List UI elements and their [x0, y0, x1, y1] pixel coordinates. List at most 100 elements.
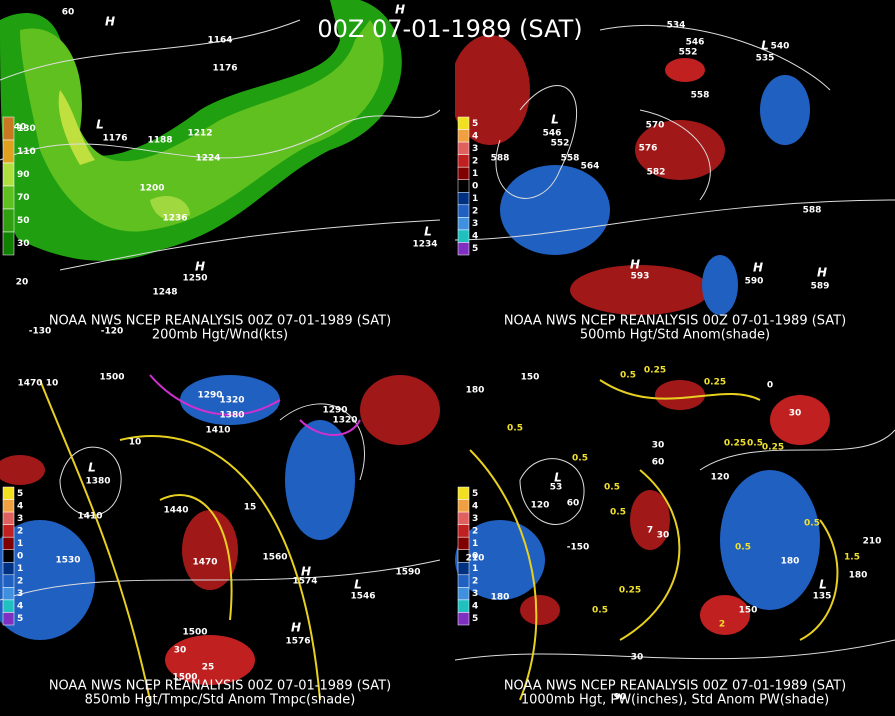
caption: NOAA NWS NCEP REANALYSIS 00Z 07-01-1989 … — [49, 679, 391, 694]
colorbar-swatch — [457, 242, 470, 256]
map-label: 0.5 — [747, 439, 763, 449]
map-label: 564 — [581, 162, 600, 172]
map-label: L — [554, 471, 562, 485]
main-title: 00Z 07-01-1989 (SAT) — [317, 15, 582, 43]
colorbar-swatch — [2, 599, 15, 613]
map-label: 15 — [244, 503, 257, 513]
map-label: 1440 — [163, 506, 188, 516]
panel-1-shading — [0, 0, 402, 261]
panel-4-shading — [455, 380, 830, 635]
map-label: 180 — [466, 386, 485, 396]
colorbar-label: 4 — [472, 131, 478, 141]
map-label: 20 — [16, 278, 29, 288]
colorbar-label: 1 — [472, 539, 478, 549]
map-label: 558 — [691, 91, 710, 101]
contours — [0, 19, 895, 701]
map-label: 210 — [466, 554, 485, 564]
colorbar-label: 5 — [17, 614, 23, 624]
map-label: L — [88, 461, 96, 475]
map-label: 0.5 — [620, 371, 636, 381]
map-label: -120 — [101, 327, 124, 337]
map-label: 0.5 — [572, 454, 588, 464]
colorbar-label: 0 — [17, 552, 23, 562]
colorbar-swatch — [457, 499, 470, 513]
colorbar-swatch — [2, 549, 15, 563]
map-label: 1410 — [77, 512, 102, 522]
colorbar-label: 4 — [472, 232, 478, 242]
map-label: 1236 — [162, 214, 187, 224]
map-label: 30 — [652, 441, 665, 451]
colorbar-label: 2 — [472, 207, 478, 217]
map-label: 0 — [767, 381, 773, 391]
map-label: 60 — [567, 499, 580, 509]
colorbar-label: 110 — [17, 147, 36, 157]
map-label: 576 — [639, 144, 658, 154]
map-label: 30 — [657, 531, 670, 541]
map-label: 546 — [686, 38, 705, 48]
colorbar-swatch — [457, 141, 470, 155]
panel-3-shading — [0, 375, 440, 685]
colorbar-swatch — [457, 229, 470, 243]
map-label: 1.5 — [844, 553, 860, 563]
colorbar-swatch — [457, 204, 470, 218]
separator — [0, 345, 895, 370]
map-label: 0.5 — [592, 606, 608, 616]
map-label: 1546 — [350, 592, 375, 602]
map-label: 1250 — [182, 274, 207, 284]
colorbar-swatch — [457, 511, 470, 525]
colorbar-swatch — [457, 129, 470, 143]
map-label: 60 — [652, 458, 665, 468]
map-label: 0.25 — [762, 443, 784, 453]
colorbar-swatch — [2, 162, 15, 187]
colorbar-label: 3 — [17, 514, 23, 524]
map-label: 180 — [849, 571, 868, 581]
map-label: 1590 — [395, 568, 420, 578]
map-label: 582 — [647, 168, 666, 178]
colorbar-label: 3 — [17, 589, 23, 599]
map-label: H — [105, 15, 115, 29]
map-label: 1176 — [102, 134, 127, 144]
colorbar-swatch — [457, 587, 470, 601]
map-label: 546 — [543, 129, 562, 139]
map-label: L — [551, 113, 559, 127]
map-label: 10 — [46, 379, 59, 389]
colorbar-swatch — [457, 612, 470, 626]
map-label: 0.5 — [735, 543, 751, 553]
map-label: L — [96, 118, 104, 132]
colorbar-swatch — [2, 562, 15, 576]
map-label: 0.25 — [704, 378, 726, 388]
map-label: 1212 — [187, 129, 212, 139]
map-label: 30 — [631, 653, 644, 663]
map-label: 552 — [679, 48, 698, 58]
colorbar-swatch — [2, 499, 15, 513]
map-label: 590 — [745, 277, 764, 287]
colorbar-label: 5 — [472, 244, 478, 254]
colorbar-label: 4 — [472, 602, 478, 612]
map-label: 1224 — [195, 154, 220, 164]
colorbar-label: 5 — [17, 489, 23, 499]
map-label: 1574 — [292, 577, 317, 587]
colorbar-swatch — [457, 192, 470, 206]
map-label: 0.5 — [507, 424, 523, 434]
map-label: 1200 — [139, 184, 164, 194]
map-label: 10 — [129, 438, 142, 448]
map-label: 60 — [62, 8, 75, 18]
map-label: 1380 — [219, 411, 244, 421]
colorbar-swatch — [2, 139, 15, 164]
map-label: 1410 — [205, 426, 230, 436]
map-label: H — [301, 565, 311, 579]
colorbar-label: 50 — [17, 216, 30, 226]
colorbar-swatch — [457, 116, 470, 130]
map-label: -150 — [567, 543, 590, 553]
colorbar-label: 30 — [17, 239, 30, 249]
colorbar-swatch — [457, 562, 470, 576]
map-label: H — [195, 260, 205, 274]
colorbar-swatch — [457, 486, 470, 500]
colorbar-label: 4 — [472, 501, 478, 511]
colorbar-label: 90 — [17, 170, 30, 180]
map-label: H — [630, 258, 640, 272]
map-label: 588 — [803, 206, 822, 216]
map-label: 1188 — [147, 136, 172, 146]
colorbar-label: 3 — [472, 589, 478, 599]
caption-subtitle: 1000mb Hgt, PW(inches), Std Anom PW(shad… — [521, 693, 829, 708]
